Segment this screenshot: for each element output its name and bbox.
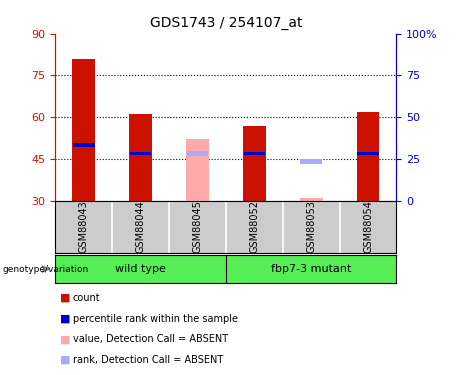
Text: value, Detection Call = ABSENT: value, Detection Call = ABSENT	[73, 334, 228, 344]
Bar	[357, 112, 379, 201]
Text: fbp7-3 mutant: fbp7-3 mutant	[271, 264, 351, 274]
Text: GSM88045: GSM88045	[192, 200, 202, 254]
Text: ■: ■	[60, 334, 71, 344]
Bar	[243, 152, 265, 155]
Text: rank, Detection Call = ABSENT: rank, Detection Call = ABSENT	[73, 355, 223, 365]
Bar	[186, 140, 209, 201]
Bar	[357, 152, 379, 155]
Text: GSM88044: GSM88044	[136, 201, 146, 253]
Text: GSM88054: GSM88054	[363, 200, 373, 254]
Text: ■: ■	[60, 355, 71, 365]
Bar	[243, 126, 266, 201]
Text: count: count	[73, 293, 100, 303]
Title: GDS1743 / 254107_at: GDS1743 / 254107_at	[150, 16, 302, 30]
Text: GSM88043: GSM88043	[79, 201, 89, 253]
Text: ■: ■	[60, 314, 71, 324]
Bar	[73, 143, 95, 147]
Text: GSM88053: GSM88053	[306, 200, 316, 254]
Bar	[129, 114, 152, 201]
Text: GSM88052: GSM88052	[249, 200, 260, 254]
Bar	[187, 151, 208, 156]
Bar	[72, 59, 95, 201]
Text: wild type: wild type	[115, 264, 166, 274]
Text: ■: ■	[60, 293, 71, 303]
Text: genotype/variation: genotype/variation	[2, 265, 89, 274]
Bar	[300, 198, 323, 201]
Text: percentile rank within the sample: percentile rank within the sample	[73, 314, 238, 324]
Bar	[301, 159, 322, 164]
Bar	[130, 152, 151, 155]
